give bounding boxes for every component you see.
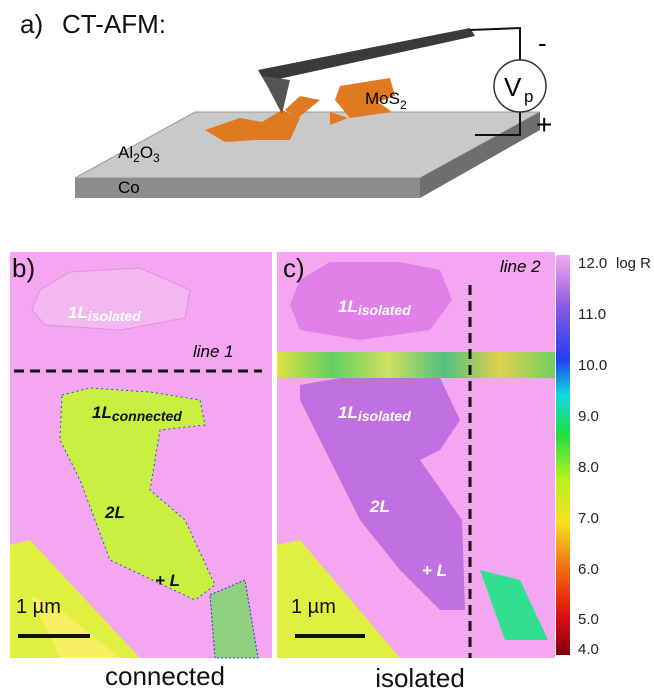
colorbar: log R 12.0 11.0 10.0 9.0 8.0 7.0 6.0 5.0 4.0: [556, 255, 651, 658]
flake: [300, 378, 465, 610]
line-label: line 2: [500, 257, 541, 276]
scale-label: 1 µm: [291, 596, 336, 618]
wire: [475, 110, 521, 136]
region-main: 1L: [338, 297, 358, 316]
colorbar-tick-label: 10.0: [578, 357, 607, 374]
colorbar-tick-label: 5.0: [578, 611, 599, 628]
cantilever: [258, 28, 475, 82]
schematic: a) CT-AFM: - + V p MoS 2 Al2O3 Co: [20, 9, 552, 198]
oxide-part: O: [140, 143, 153, 162]
flake: [290, 262, 452, 340]
region: 2L: [104, 503, 125, 522]
flake: [285, 96, 320, 118]
colorbar-tick-label: 6.0: [578, 561, 599, 578]
map-c: c) line 2 1Lisolated 1Lisolated 2L + L 1…: [277, 252, 555, 690]
panel-label: a): [20, 9, 43, 39]
flake: [330, 112, 348, 125]
title: CT-AFM:: [62, 9, 166, 39]
colorbar-tick-label: 12.0: [578, 255, 607, 272]
panel-label: c): [283, 253, 305, 283]
region-sub: isolated: [88, 308, 141, 324]
flake: [209, 579, 259, 659]
flake: [335, 78, 395, 118]
region-sub: isolated: [358, 408, 411, 424]
noise-band: [277, 352, 555, 378]
flake: [10, 540, 140, 658]
region-main: 1L: [92, 403, 112, 422]
colorbar-tick-label: 4.0: [578, 641, 599, 658]
wire: [469, 26, 521, 62]
flake: [31, 267, 191, 331]
colorbar-tick-label: 8.0: [578, 459, 599, 476]
region-sub: isolated: [358, 302, 411, 318]
region: 1Lconnected: [92, 403, 182, 424]
material: MoS: [365, 89, 400, 108]
colorbar-tick-label: 11.0: [578, 306, 606, 323]
caption: isolated: [375, 663, 465, 690]
flake: [277, 540, 400, 658]
region: 1Lisolated: [338, 297, 411, 318]
colorbar-tick-label: 7.0: [578, 510, 599, 527]
region: + L: [155, 571, 180, 590]
map-b: b) line 1 1Lisolated 1Lconnected 2L + L …: [10, 252, 272, 690]
plate-side: [420, 112, 540, 198]
flake: [480, 570, 548, 640]
tip: [262, 76, 290, 114]
voltage: V: [504, 72, 522, 102]
panel-label: b): [12, 253, 35, 283]
colorbar-scale: [556, 255, 570, 655]
flake: [30, 595, 120, 658]
minus: -: [538, 28, 547, 58]
plus: +: [536, 109, 552, 140]
region: 1Lisolated: [68, 303, 141, 324]
region: 2L: [369, 497, 390, 516]
material-sub: 2: [400, 98, 407, 112]
region-main: 1L: [338, 403, 358, 422]
flake: [205, 110, 300, 142]
colorbar-unit: log R: [616, 255, 651, 272]
flake: [59, 387, 216, 601]
oxide-part: Al: [118, 143, 133, 162]
line-label: line 1: [193, 342, 234, 361]
region-sub: connected: [112, 408, 182, 424]
region: + L: [422, 561, 447, 580]
colorbar-tick-label: 9.0: [578, 408, 599, 425]
plate-front: [75, 178, 420, 198]
region: 1Lisolated: [338, 403, 411, 424]
oxide: Al2O3: [118, 143, 160, 165]
oxide-part: 2: [133, 151, 140, 165]
scale-label: 1 µm: [16, 596, 61, 618]
caption: connected: [105, 661, 225, 690]
voltage-source: [493, 59, 547, 113]
substrate: Co: [118, 178, 140, 197]
region-main: 1L: [68, 303, 88, 322]
oxide-part: 3: [153, 151, 160, 165]
voltage-sub: p: [524, 87, 533, 106]
